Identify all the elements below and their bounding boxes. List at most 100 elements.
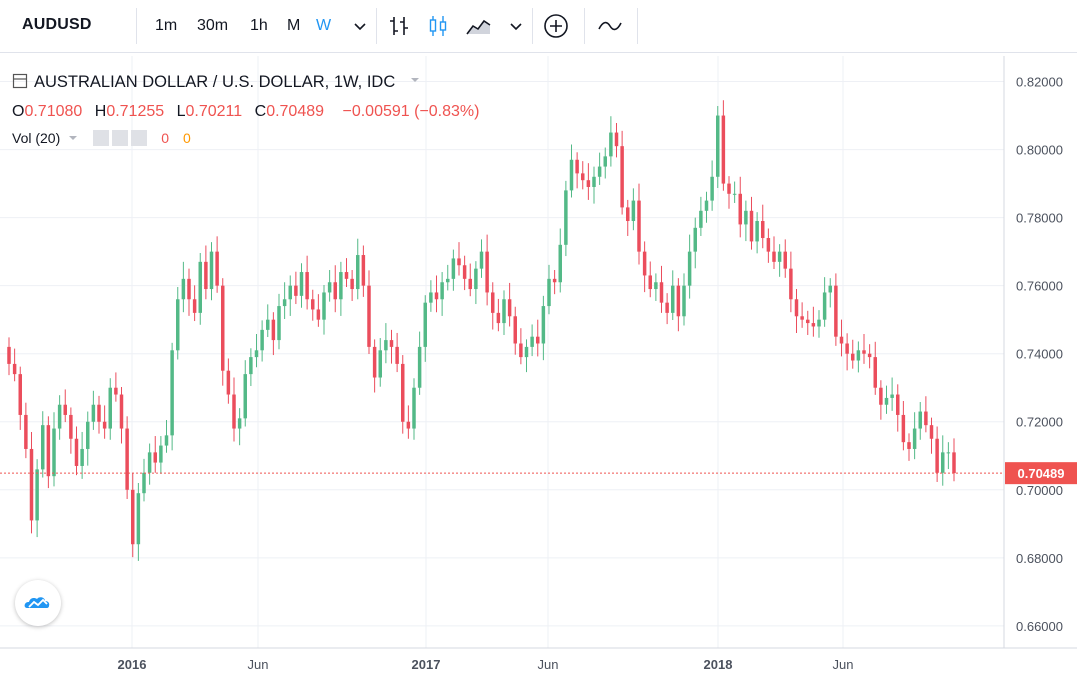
candle-body [361,255,366,286]
candle-body [581,173,585,181]
candle-body [603,156,607,167]
candle-body [648,275,652,290]
last-price-label: 0.70489 [1005,462,1077,485]
volume-label: Vol (20) [12,130,61,146]
candle-body [41,425,45,470]
candle-body [513,316,517,344]
candle-body [609,132,613,157]
gear-icon[interactable] [112,130,129,146]
collapse-icon[interactable] [12,73,28,89]
candle-body [181,278,186,300]
time-tick-label: 2017 [412,657,441,672]
interval-W-button[interactable]: W [316,17,332,34]
candle-body [564,190,568,245]
bars-chart-icon[interactable] [385,12,413,40]
candle-body [333,282,337,300]
volume-ma-value: 0 [183,130,191,146]
add-indicator-icon[interactable] [542,12,570,40]
candle-body [215,251,219,286]
symbol-button[interactable]: AUDUSD [22,16,92,33]
candle-body [716,115,720,177]
price-tick-label: 0.74000 [1016,347,1063,362]
toolbar-divider [637,8,638,44]
candle-body [204,261,208,290]
candle-body [941,452,945,473]
toolbar-divider [532,8,533,44]
candle-body [794,299,799,317]
candle-body [417,346,422,388]
candle-body [159,445,163,463]
candle-body [52,428,56,477]
candle-body [704,200,709,211]
candle-body [57,404,62,429]
candle-body [654,282,658,290]
last-price-badge [1005,462,1077,485]
high-value: 0.71255 [106,103,165,120]
candle-body [440,282,444,300]
candles [7,100,956,561]
candle-body [626,207,630,222]
interval-1m-button[interactable]: 1m [155,17,178,34]
candle-body [834,285,838,337]
volume-legend: Vol (20) 0 0 [12,130,191,146]
time-tick-label: 2016 [118,657,147,672]
candle-body [569,159,574,191]
chevron-down-icon[interactable] [502,12,530,40]
candle-body [749,210,754,242]
candle-body [457,258,461,266]
candle-body [164,435,169,446]
toolbar-divider [584,8,585,44]
close-icon[interactable] [131,130,148,146]
candle-body [7,346,11,364]
candle-body [901,414,906,443]
candle-body [575,159,579,174]
candle-body [136,493,141,545]
candle-body [125,428,129,490]
interval-1h-button[interactable]: 1h [250,17,268,34]
candle-body [176,299,180,351]
candle-body [327,282,332,293]
candle-body [479,251,484,269]
candle-body [243,374,247,419]
candle-body [266,319,270,330]
caret-down-icon[interactable] [66,131,80,145]
candle-body [665,302,669,313]
candle-body [114,387,118,395]
tradingview-logo[interactable] [15,580,61,626]
candle-body [946,452,951,454]
candle-body [924,411,928,426]
candle-body [783,251,787,269]
area-chart-icon[interactable] [464,12,492,40]
candle-body [147,452,152,473]
candles-chart-icon[interactable] [424,12,452,40]
top-toolbar: AUDUSD 1m 30m 1h M W [0,0,1077,53]
candle-body [918,411,922,429]
candle-body [63,404,67,415]
candle-body [74,438,79,466]
toolbar-divider [376,8,377,44]
compare-icon[interactable] [596,12,624,40]
time-tick-label: 2018 [704,657,733,672]
caret-down-icon[interactable] [408,73,422,87]
candle-body [519,343,523,358]
candle-body [755,221,759,242]
candle-body [35,469,39,521]
candle-body [558,244,562,283]
candle-body [732,193,737,195]
candle-body [817,319,821,327]
eye-icon[interactable] [93,130,110,146]
candle-body [401,363,405,422]
chevron-down-icon[interactable] [346,12,374,40]
candle-body [237,418,242,429]
candle-body [198,261,202,313]
chart-legend: AUSTRALIAN DOLLAR / U.S. DOLLAR, 1W, IDC [12,73,422,92]
candle-body [102,421,107,429]
candle-body [699,210,703,228]
candle-body [277,306,281,341]
candle-body [879,387,883,405]
interval-30m-button[interactable]: 30m [197,17,229,34]
candle-body [271,319,276,341]
candle-body [907,442,911,449]
interval-M-button[interactable]: M [287,17,301,34]
